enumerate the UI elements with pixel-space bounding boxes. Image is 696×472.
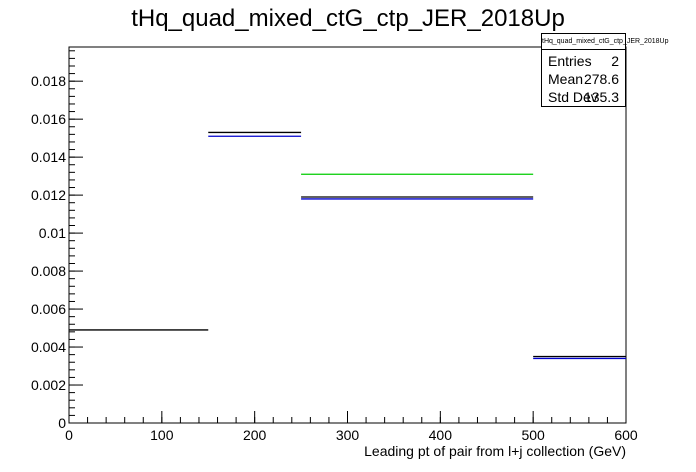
x-tick-label: 400 [429,427,453,443]
y-tick-label: 0.014 [31,149,66,165]
y-tick-label: 0.01 [39,225,66,241]
y-tick-label: 0.006 [31,301,66,317]
stats-mean-row: Mean 278.6 [548,70,619,88]
y-tick-label: 0.018 [31,73,66,89]
y-axis: 0 0.002 0.004 0.006 0.008 0.01 0.012 0.014 0.016… [31,50,83,431]
y-tick-label: 0.004 [31,339,66,355]
stats-mean-value: 278.6 [583,71,619,87]
stats-stddev-value: 135.3 [583,89,619,105]
chart-title: tHq_quad_mixed_ctG_ctp_JER_2018Up [131,5,565,32]
stats-mean-label: Mean [548,71,584,87]
x-tick-label: 0 [65,427,73,443]
y-tick-label: 0.016 [31,111,66,127]
y-tick-label: 0 [58,415,66,431]
x-axis-label: Leading pt of pair from l+j collection (… [364,443,626,459]
x-tick-label: 200 [243,427,267,443]
x-tick-label: 300 [336,427,360,443]
x-tick-label: 100 [150,427,174,443]
stats-entries-value: 2 [611,53,619,69]
x-axis: 0 100 200 300 400 500 600 [65,411,638,443]
stats-entries-row: Entries 2 [548,52,619,70]
y-tick-label: 0.008 [31,263,66,279]
y-tick-label: 0.002 [31,377,66,393]
stats-title: tHq_quad_mixed_ctG_ctp_JER_2018Up [542,34,668,50]
x-tick-label: 600 [614,427,638,443]
stats-entries-label: Entries [548,53,592,69]
stats-stddev-row: Std Dev 135.3 [548,88,619,106]
stats-stddev-label: Std Dev [548,89,598,105]
x-tick-label: 500 [521,427,545,443]
stats-box: tHq_quad_mixed_ctG_ctp_JER_2018Up Entrie… [541,33,668,107]
histogram-bins [69,131,626,360]
y-tick-label: 0.012 [31,187,66,203]
